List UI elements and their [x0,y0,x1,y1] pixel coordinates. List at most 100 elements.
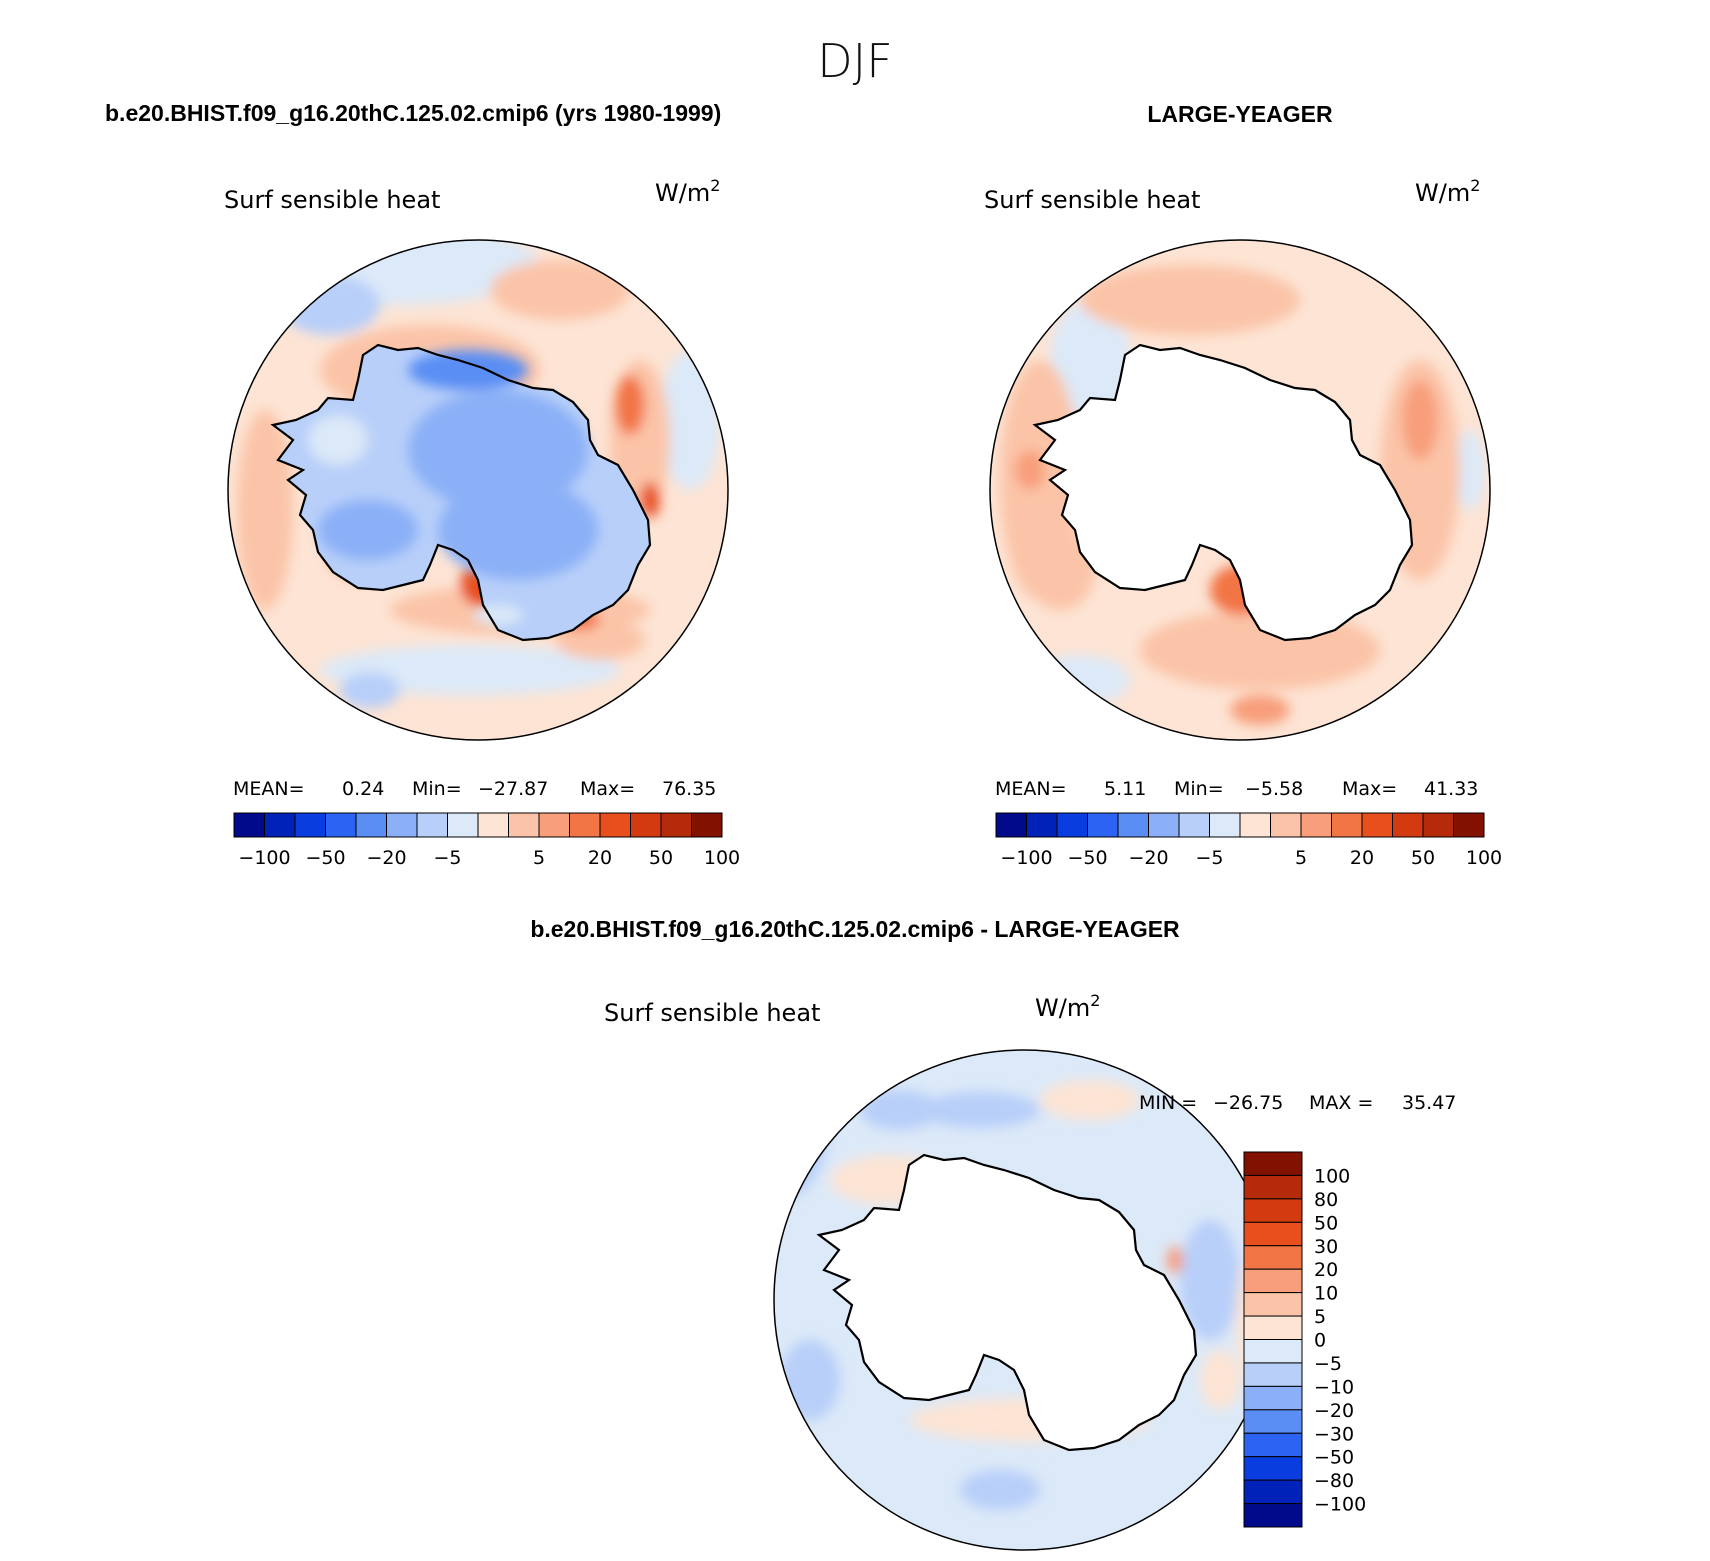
colorbar-tick-label: −20 [366,847,406,869]
colorbar-swatch [538,812,570,838]
panel-model-units: W/m2 [655,176,720,207]
figure-title: DJF [817,34,892,88]
colorbar-tick-label: −5 [433,847,461,869]
colorbar-swatch [1239,812,1271,838]
colorbar-swatch [1026,812,1058,838]
colorbar-tick-label: 50 [649,847,673,869]
panel-obs-colorbar: −100 −50 −20 −5 5 20 50 100 [995,812,1502,869]
panel-obs-header: LARGE-YEAGER [1147,101,1333,127]
panel-model-min-label: Min= [412,778,462,800]
colorbar-swatch [1270,812,1302,838]
panel-difference-min: −26.75 [1213,1092,1283,1114]
colorbar-swatch [416,812,448,838]
panel-difference: b.e20.BHIST.f09_g16.20thC.125.02.cmip6 -… [530,916,1456,1551]
panel-obs-mean: 5.11 [1104,778,1146,800]
colorbar-swatch [1243,1174,1303,1200]
colorbar-tick-label: −30 [1314,1423,1354,1445]
panel-obs-map [990,240,1490,740]
colorbar-swatch [630,812,662,838]
colorbar-tick-label: −5 [1195,847,1223,869]
panel-model-max-label: Max= [580,778,635,800]
panel-model: b.e20.BHIST.f09_g16.20thC.125.02.cmip6 (… [105,100,740,869]
colorbar-tick-label: −80 [1314,1470,1354,1492]
colorbar-swatch [508,812,540,838]
colorbar-swatch [294,812,326,838]
colorbar-swatch [1117,812,1149,838]
colorbar-tick-label: −100 [1314,1494,1366,1516]
colorbar-swatch [691,812,723,838]
colorbar-tick-label: −10 [1314,1376,1354,1398]
colorbar-swatch [1243,1315,1303,1340]
colorbar-tick-label: 20 [1314,1259,1338,1281]
panel-model-mean: 0.24 [342,778,384,800]
colorbar-tick-label: 10 [1314,1283,1338,1305]
colorbar-tick-label: 100 [704,847,740,869]
colorbar-swatch [447,812,479,838]
colorbar-tick-label: −50 [1314,1447,1354,1469]
colorbar-swatch [477,812,509,838]
panel-model-min: −27.87 [478,778,548,800]
colorbar-tick-label: 100 [1466,847,1502,869]
colorbar-tick-label: 0 [1314,1330,1326,1352]
colorbar-tick-label: 5 [1295,847,1307,869]
panel-model-colorbar: −100 −50 −20 −5 5 20 50 100 [233,812,740,869]
colorbar-tick-label: 30 [1314,1236,1338,1258]
colorbar-swatch [995,812,1027,838]
colorbar-tick-label: −5 [1314,1353,1342,1375]
panel-obs-min: −5.58 [1245,778,1303,800]
colorbar-swatch [233,812,265,838]
colorbar-swatch [1178,812,1210,838]
colorbar-swatch [1243,1432,1303,1458]
colorbar-tick-label: 5 [533,847,545,869]
panel-difference-max-label: MAX = [1309,1092,1373,1114]
colorbar-swatch [1243,1385,1303,1411]
colorbar-swatch [1209,812,1241,838]
colorbar-swatch [1243,1339,1303,1364]
colorbar-swatch [569,812,601,838]
colorbar-tick-label: 20 [588,847,612,869]
panel-obs: LARGE-YEAGER Surf sensible heat W/m2 [984,101,1502,869]
colorbar-swatch [264,812,296,838]
colorbar-swatch [1243,1409,1303,1434]
colorbar-swatch [660,812,692,838]
colorbar-swatch [599,812,631,838]
panel-obs-max: 41.33 [1424,778,1478,800]
panel-model-header: b.e20.BHIST.f09_g16.20thC.125.02.cmip6 (… [105,100,721,126]
panel-difference-header: b.e20.BHIST.f09_g16.20thC.125.02.cmip6 -… [530,916,1180,942]
panel-difference-map [774,1050,1274,1550]
colorbar-swatch [1243,1198,1303,1223]
colorbar-swatch [1243,1151,1303,1176]
colorbar-swatch [325,812,357,838]
colorbar-swatch [1243,1362,1303,1387]
colorbar-tick-label: 80 [1314,1189,1338,1211]
colorbar-tick-label: −50 [305,847,345,869]
panel-obs-mean-label: MEAN= [995,778,1067,800]
colorbar-swatch [1087,812,1119,838]
colorbar-swatch [1300,812,1332,838]
colorbar-tick-label: 5 [1314,1306,1326,1328]
panel-obs-max-label: Max= [1342,778,1397,800]
colorbar-tick-label: −20 [1128,847,1168,869]
colorbar-swatch [1243,1268,1303,1294]
colorbar-swatch [1243,1245,1303,1270]
colorbar-tick-label: 50 [1314,1212,1338,1234]
panel-difference-min-label: MIN = [1139,1092,1197,1114]
colorbar-swatch [1361,812,1393,838]
colorbar-tick-label: −20 [1314,1400,1354,1422]
panel-obs-variable: Surf sensible heat [984,186,1200,214]
colorbar-tick-label: −100 [1000,847,1052,869]
panel-difference-max: 35.47 [1402,1092,1456,1114]
colorbar-tick-label: 50 [1411,847,1435,869]
colorbar-swatch [1243,1503,1303,1528]
colorbar-swatch [386,812,418,838]
panel-obs-units: W/m2 [1415,176,1480,207]
colorbar-swatch [355,812,387,838]
colorbar-swatch [1422,812,1454,838]
colorbar-swatch [1243,1221,1303,1247]
colorbar-swatch [1243,1292,1303,1317]
panel-model-map [228,240,728,740]
colorbar-swatch [1056,812,1088,838]
panel-difference-units: W/m2 [1035,991,1100,1022]
